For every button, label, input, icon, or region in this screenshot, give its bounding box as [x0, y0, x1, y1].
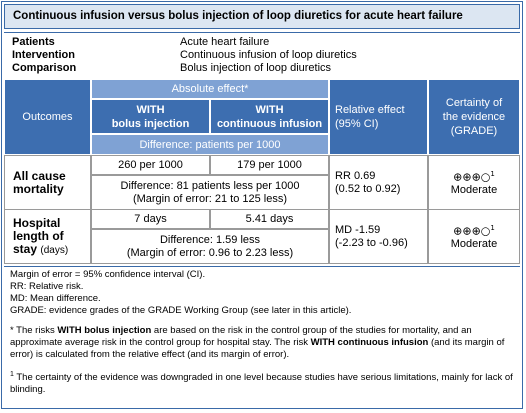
- bolus-risk: 7 days: [91, 209, 210, 229]
- pico-label: Patients: [12, 36, 55, 48]
- outcome-text: length of: [13, 228, 64, 243]
- cell-text: RR 0.69: [335, 169, 376, 182]
- certainty-text: ⊕⊕⊕○: [453, 170, 491, 184]
- continuous-risk: 5.41 days: [210, 209, 329, 229]
- certainty: ⊕⊕⊕○1 Moderate: [428, 209, 520, 264]
- cell-text: (Margin of error: 0.96 to 2.23 less): [126, 246, 294, 259]
- difference: Difference: 81 patients less per 1000 (Ma…: [91, 175, 329, 210]
- cell-text: (0.52 to 0.92): [335, 182, 401, 195]
- header-text: Relative effect: [335, 104, 405, 116]
- header-text: WITH: [255, 103, 284, 116]
- cell-text: Difference: 81 patients less per 1000: [120, 179, 300, 192]
- cell-text: 5.41 days: [245, 212, 294, 225]
- note-text: * The risks: [10, 325, 58, 336]
- header-text: WITH: [136, 103, 165, 116]
- pico-label: Comparison: [12, 62, 77, 74]
- header-text: (95% CI): [335, 118, 379, 130]
- cell-text: (-2.23 to -0.96): [335, 236, 408, 249]
- certainty-label: Moderate: [450, 183, 498, 196]
- pico-value: Bolus injection of loop diuretics: [180, 62, 332, 74]
- relative-effect: RR 0.69 (0.52 to 0.92): [329, 155, 428, 210]
- cell-text: 7 days: [134, 212, 167, 225]
- header-certainty: Certainty of the evidence (GRADE): [428, 79, 520, 155]
- note-text: WITH bolus injection: [57, 325, 152, 336]
- footnote: 1 The certainty of the evidence was down…: [10, 369, 514, 396]
- continuous-risk: 179 per 1000: [210, 155, 329, 175]
- certainty-note: 1: [490, 170, 495, 179]
- certainty-symbols: ⊕⊕⊕○1: [429, 168, 519, 184]
- header-absolute: Absolute effect*: [91, 79, 329, 99]
- title: Continuous infusion versus bolus injecti…: [4, 4, 520, 29]
- outcome: Hospital length of stay (days): [4, 209, 91, 264]
- outcome-line: stay (days): [13, 241, 90, 257]
- cell-text: 179 per 1000: [237, 158, 302, 171]
- note: RR: Relative risk.: [10, 281, 84, 292]
- pico: Patients Acute heart failure Interventio…: [4, 32, 520, 78]
- notes: Margin of error = 95% confidence interva…: [4, 266, 520, 408]
- pico-value: Continuous infusion of loop diuretics: [180, 49, 357, 61]
- bolus-risk: 260 per 1000: [91, 155, 210, 175]
- cell-text: (Margin of error: 21 to 125 less): [132, 192, 288, 205]
- pico-label: Intervention: [12, 49, 75, 61]
- difference: Difference: 1.59 less (Margin of error: 0…: [91, 229, 329, 264]
- header-text: Outcomes: [22, 111, 73, 123]
- header-text: (GRADE): [450, 125, 498, 137]
- cell-text: 260 per 1000: [118, 158, 183, 171]
- outcome-text: stay: [13, 241, 38, 256]
- cell-text: MD -1.59: [335, 223, 381, 236]
- certainty-note: 1: [490, 224, 495, 233]
- certainty-symbols: ⊕⊕⊕○1: [429, 222, 519, 238]
- note-text: WITH continuous infusion: [310, 337, 429, 348]
- header-text: bolus injection: [111, 117, 190, 130]
- certainty: ⊕⊕⊕○1 Moderate: [428, 155, 520, 210]
- outcome-text: mortality: [13, 181, 64, 196]
- header-text: Absolute effect*: [171, 83, 249, 95]
- outcome-unit: (days): [40, 244, 69, 256]
- certainty-label: Moderate: [450, 237, 498, 250]
- pico-value: Acute heart failure: [180, 36, 270, 48]
- note: Margin of error = 95% confidence interva…: [10, 269, 206, 280]
- note-text: (and its margin of error) is calculated …: [10, 337, 505, 360]
- header-difference: Difference: patients per 1000: [91, 134, 329, 155]
- header-text: Certainty of: [445, 97, 503, 109]
- cell-text: Difference: 1.59 less: [159, 233, 261, 246]
- header-relative: Relative effect (95% CI): [329, 79, 428, 155]
- outcome: All cause mortality: [4, 155, 91, 210]
- header-text: Difference: patients per 1000: [139, 138, 281, 151]
- star-note: * The risks WITH bolus injection are bas…: [10, 325, 514, 361]
- header-text: continuous infusion: [216, 117, 323, 130]
- note-text: are based on the risk in the control gro…: [10, 325, 472, 348]
- certainty-text: ⊕⊕⊕○: [453, 224, 491, 238]
- outcome-text: Hospital: [13, 215, 61, 230]
- note: MD: Mean difference.: [10, 293, 101, 304]
- relative-effect: MD -1.59 (-2.23 to -0.96): [329, 209, 428, 264]
- header-text: the evidence: [442, 111, 506, 123]
- header-outcomes: Outcomes: [4, 79, 91, 155]
- footnote-marker: 1: [10, 371, 14, 378]
- header-bolus: WITH bolus injection: [91, 99, 210, 134]
- note: GRADE: evidence grades of the GRADE Work…: [10, 305, 352, 316]
- header-continuous: WITH continuous infusion: [210, 99, 329, 134]
- outcome-text: All cause: [13, 168, 66, 183]
- footnote-text: The certainty of the evidence was downgr…: [10, 372, 513, 396]
